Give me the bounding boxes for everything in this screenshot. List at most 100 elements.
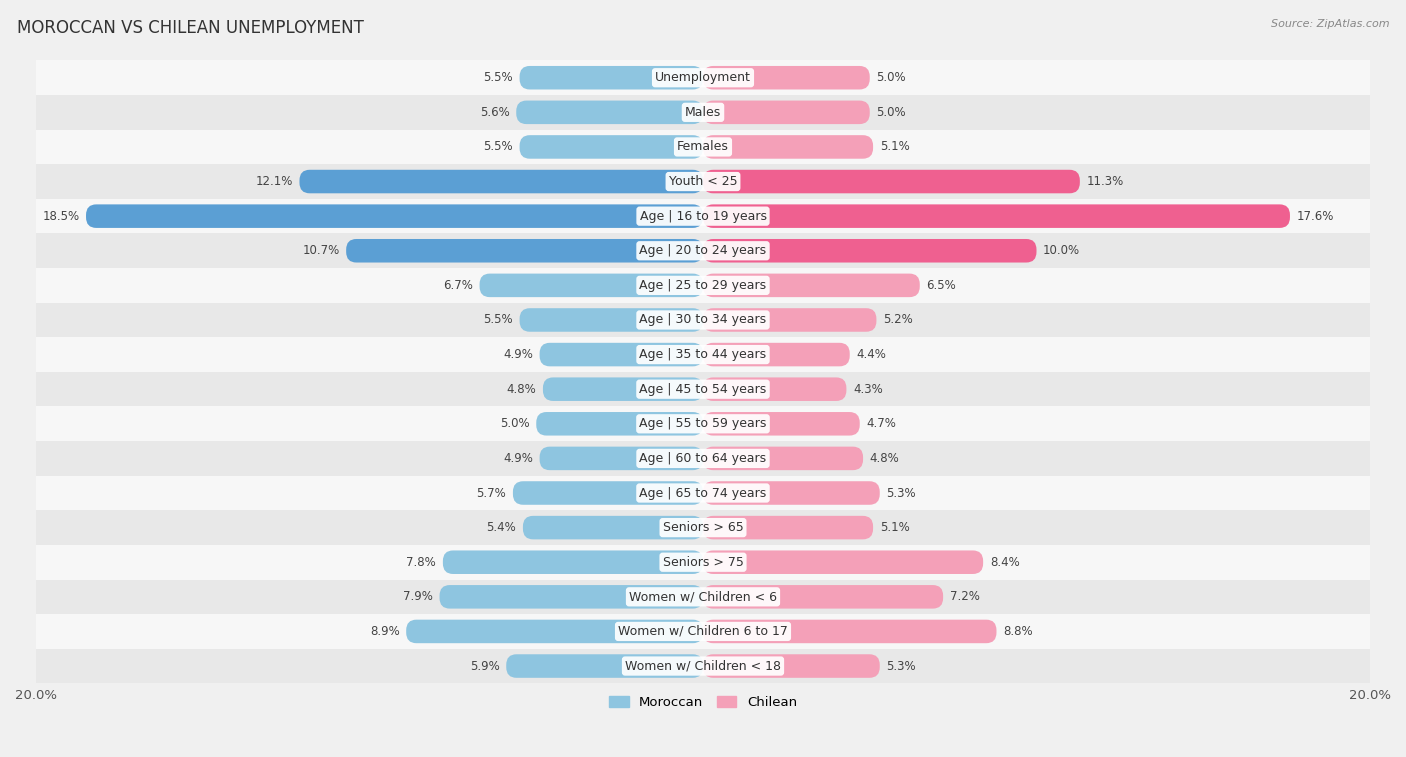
FancyBboxPatch shape xyxy=(540,343,703,366)
FancyBboxPatch shape xyxy=(703,170,1080,193)
FancyBboxPatch shape xyxy=(703,66,870,89)
Text: 10.0%: 10.0% xyxy=(1043,245,1080,257)
Text: 8.8%: 8.8% xyxy=(1002,625,1033,638)
FancyBboxPatch shape xyxy=(703,412,859,435)
FancyBboxPatch shape xyxy=(703,204,1289,228)
FancyBboxPatch shape xyxy=(703,620,997,643)
Text: 12.1%: 12.1% xyxy=(256,175,292,188)
Text: 8.9%: 8.9% xyxy=(370,625,399,638)
FancyBboxPatch shape xyxy=(703,136,873,159)
Text: 5.1%: 5.1% xyxy=(880,521,910,534)
FancyBboxPatch shape xyxy=(513,481,703,505)
Text: Age | 55 to 59 years: Age | 55 to 59 years xyxy=(640,417,766,430)
Text: 4.9%: 4.9% xyxy=(503,348,533,361)
Text: Seniors > 75: Seniors > 75 xyxy=(662,556,744,569)
Text: Age | 60 to 64 years: Age | 60 to 64 years xyxy=(640,452,766,465)
Bar xyxy=(37,475,1369,510)
FancyBboxPatch shape xyxy=(520,66,703,89)
Text: 10.7%: 10.7% xyxy=(302,245,339,257)
FancyBboxPatch shape xyxy=(86,204,703,228)
Text: Unemployment: Unemployment xyxy=(655,71,751,84)
Text: 5.5%: 5.5% xyxy=(484,141,513,154)
Text: 4.3%: 4.3% xyxy=(853,383,883,396)
FancyBboxPatch shape xyxy=(540,447,703,470)
Text: 4.9%: 4.9% xyxy=(503,452,533,465)
Text: Age | 16 to 19 years: Age | 16 to 19 years xyxy=(640,210,766,223)
FancyBboxPatch shape xyxy=(703,343,849,366)
Text: 4.8%: 4.8% xyxy=(870,452,900,465)
Text: Age | 45 to 54 years: Age | 45 to 54 years xyxy=(640,383,766,396)
FancyBboxPatch shape xyxy=(346,239,703,263)
Text: Age | 20 to 24 years: Age | 20 to 24 years xyxy=(640,245,766,257)
Text: 5.2%: 5.2% xyxy=(883,313,912,326)
FancyBboxPatch shape xyxy=(703,308,876,332)
Bar xyxy=(37,95,1369,129)
Bar xyxy=(37,129,1369,164)
Bar xyxy=(37,303,1369,338)
Text: 5.5%: 5.5% xyxy=(484,71,513,84)
Text: 11.3%: 11.3% xyxy=(1087,175,1123,188)
Text: Women w/ Children 6 to 17: Women w/ Children 6 to 17 xyxy=(619,625,787,638)
Text: 5.5%: 5.5% xyxy=(484,313,513,326)
Text: 18.5%: 18.5% xyxy=(42,210,79,223)
FancyBboxPatch shape xyxy=(440,585,703,609)
Text: Women w/ Children < 18: Women w/ Children < 18 xyxy=(626,659,780,672)
Text: 17.6%: 17.6% xyxy=(1296,210,1334,223)
FancyBboxPatch shape xyxy=(703,447,863,470)
Text: 7.9%: 7.9% xyxy=(404,590,433,603)
Bar xyxy=(37,510,1369,545)
Text: 8.4%: 8.4% xyxy=(990,556,1019,569)
Text: 5.6%: 5.6% xyxy=(479,106,509,119)
FancyBboxPatch shape xyxy=(479,273,703,298)
Text: Age | 35 to 44 years: Age | 35 to 44 years xyxy=(640,348,766,361)
Text: 5.3%: 5.3% xyxy=(886,487,917,500)
Text: 7.2%: 7.2% xyxy=(950,590,980,603)
Bar xyxy=(37,580,1369,614)
Bar xyxy=(37,199,1369,233)
FancyBboxPatch shape xyxy=(703,481,880,505)
FancyBboxPatch shape xyxy=(703,585,943,609)
FancyBboxPatch shape xyxy=(703,101,870,124)
Bar xyxy=(37,164,1369,199)
FancyBboxPatch shape xyxy=(406,620,703,643)
Bar xyxy=(37,441,1369,475)
Text: Seniors > 65: Seniors > 65 xyxy=(662,521,744,534)
FancyBboxPatch shape xyxy=(443,550,703,574)
Legend: Moroccan, Chilean: Moroccan, Chilean xyxy=(603,690,803,714)
Text: 6.5%: 6.5% xyxy=(927,279,956,292)
Text: 6.7%: 6.7% xyxy=(443,279,472,292)
Bar xyxy=(37,338,1369,372)
FancyBboxPatch shape xyxy=(703,378,846,401)
FancyBboxPatch shape xyxy=(520,308,703,332)
FancyBboxPatch shape xyxy=(299,170,703,193)
Text: 5.0%: 5.0% xyxy=(876,106,905,119)
Text: 5.3%: 5.3% xyxy=(886,659,917,672)
Text: 5.4%: 5.4% xyxy=(486,521,516,534)
Bar xyxy=(37,233,1369,268)
Bar xyxy=(37,61,1369,95)
Text: Age | 65 to 74 years: Age | 65 to 74 years xyxy=(640,487,766,500)
Bar xyxy=(37,372,1369,407)
Text: 5.1%: 5.1% xyxy=(880,141,910,154)
Bar xyxy=(37,268,1369,303)
Text: Source: ZipAtlas.com: Source: ZipAtlas.com xyxy=(1271,19,1389,29)
Text: 4.4%: 4.4% xyxy=(856,348,886,361)
Text: 7.8%: 7.8% xyxy=(406,556,436,569)
FancyBboxPatch shape xyxy=(703,654,880,678)
Bar xyxy=(37,614,1369,649)
FancyBboxPatch shape xyxy=(543,378,703,401)
FancyBboxPatch shape xyxy=(703,550,983,574)
Text: MOROCCAN VS CHILEAN UNEMPLOYMENT: MOROCCAN VS CHILEAN UNEMPLOYMENT xyxy=(17,19,364,37)
Text: Youth < 25: Youth < 25 xyxy=(669,175,737,188)
Text: Males: Males xyxy=(685,106,721,119)
Text: 5.0%: 5.0% xyxy=(501,417,530,430)
Bar xyxy=(37,407,1369,441)
FancyBboxPatch shape xyxy=(703,239,1036,263)
Text: Women w/ Children < 6: Women w/ Children < 6 xyxy=(628,590,778,603)
FancyBboxPatch shape xyxy=(536,412,703,435)
Text: 5.7%: 5.7% xyxy=(477,487,506,500)
Text: 5.9%: 5.9% xyxy=(470,659,499,672)
Text: 4.8%: 4.8% xyxy=(506,383,536,396)
FancyBboxPatch shape xyxy=(516,101,703,124)
Text: Age | 25 to 29 years: Age | 25 to 29 years xyxy=(640,279,766,292)
